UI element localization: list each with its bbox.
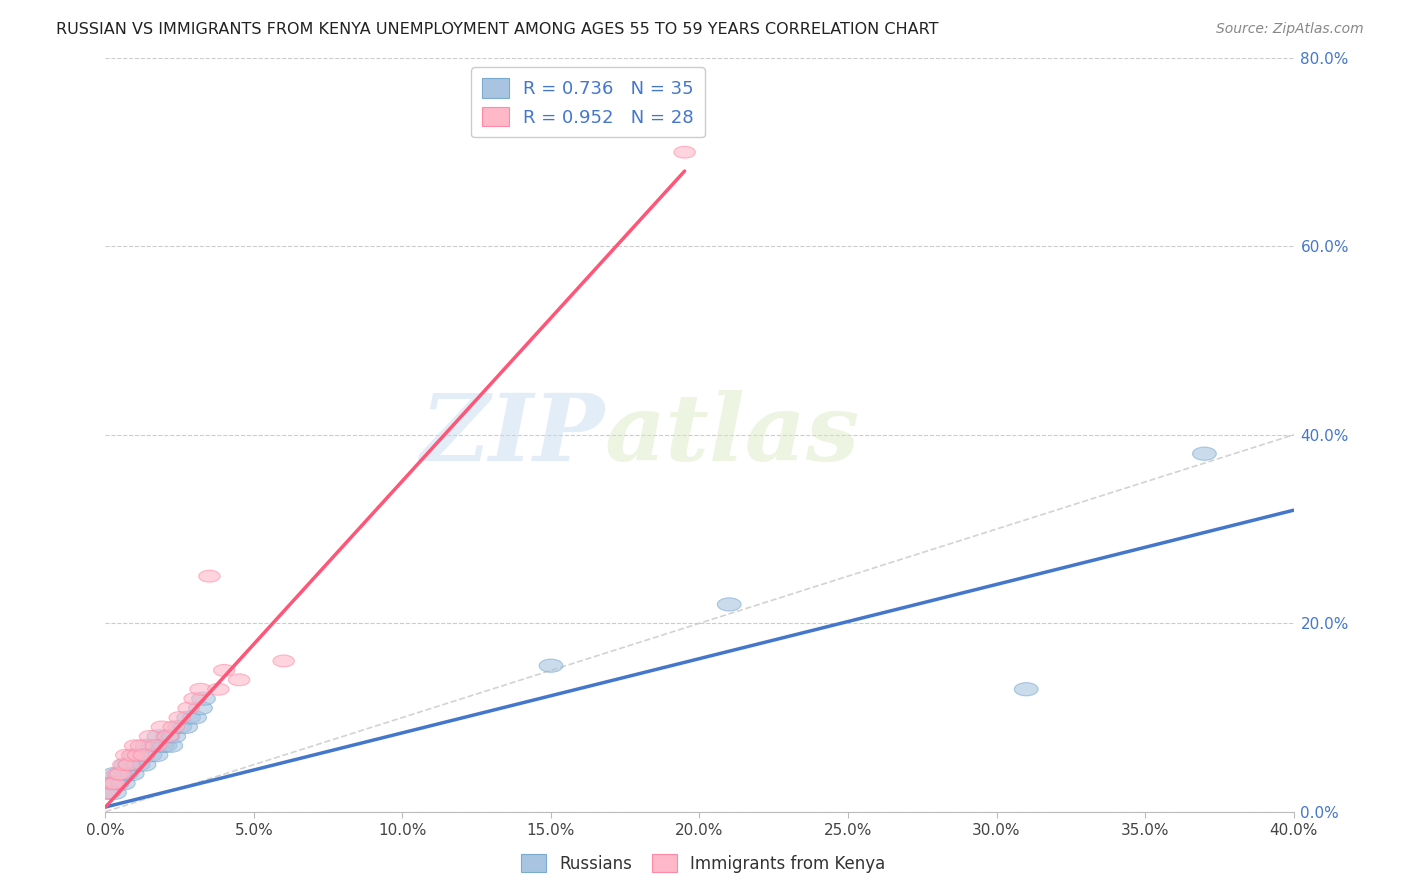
Ellipse shape [131, 739, 152, 752]
Ellipse shape [1014, 682, 1038, 696]
Ellipse shape [153, 739, 177, 752]
Ellipse shape [198, 570, 221, 582]
Text: atlas: atlas [605, 390, 859, 480]
Ellipse shape [174, 721, 197, 733]
Ellipse shape [118, 759, 141, 771]
Ellipse shape [103, 767, 127, 780]
Ellipse shape [121, 767, 143, 780]
Ellipse shape [190, 683, 211, 695]
Ellipse shape [148, 730, 170, 743]
Ellipse shape [108, 767, 132, 780]
Ellipse shape [101, 778, 122, 789]
Ellipse shape [179, 702, 200, 714]
Ellipse shape [97, 786, 121, 799]
Ellipse shape [163, 721, 184, 733]
Ellipse shape [128, 749, 149, 761]
Ellipse shape [129, 748, 153, 762]
Ellipse shape [152, 721, 173, 733]
Ellipse shape [100, 777, 124, 790]
Ellipse shape [208, 683, 229, 695]
Ellipse shape [145, 739, 167, 752]
Ellipse shape [143, 748, 167, 762]
Ellipse shape [103, 786, 127, 799]
Ellipse shape [104, 778, 125, 789]
Ellipse shape [183, 711, 207, 724]
Ellipse shape [162, 730, 186, 743]
Ellipse shape [138, 748, 162, 762]
Ellipse shape [139, 731, 160, 742]
Text: Source: ZipAtlas.com: Source: ZipAtlas.com [1216, 22, 1364, 37]
Ellipse shape [105, 777, 129, 790]
Ellipse shape [1192, 447, 1216, 460]
Ellipse shape [115, 749, 136, 761]
Ellipse shape [717, 598, 741, 611]
Ellipse shape [127, 758, 150, 772]
Legend: Russians, Immigrants from Kenya: Russians, Immigrants from Kenya [515, 847, 891, 880]
Ellipse shape [134, 749, 155, 761]
Ellipse shape [159, 739, 183, 752]
Ellipse shape [141, 739, 165, 752]
Ellipse shape [157, 731, 179, 742]
Ellipse shape [177, 711, 201, 724]
Ellipse shape [132, 758, 156, 772]
Ellipse shape [125, 739, 146, 752]
Ellipse shape [117, 758, 141, 772]
Ellipse shape [191, 692, 215, 706]
Legend: R = 0.736   N = 35, R = 0.952   N = 28: R = 0.736 N = 35, R = 0.952 N = 28 [471, 67, 704, 137]
Ellipse shape [214, 665, 235, 676]
Ellipse shape [150, 739, 174, 752]
Ellipse shape [114, 767, 138, 780]
Ellipse shape [184, 693, 205, 705]
Ellipse shape [167, 721, 191, 733]
Ellipse shape [169, 712, 190, 723]
Ellipse shape [121, 749, 143, 761]
Ellipse shape [98, 787, 120, 799]
Ellipse shape [188, 701, 212, 714]
Ellipse shape [156, 730, 180, 743]
Ellipse shape [228, 673, 250, 686]
Ellipse shape [273, 655, 294, 667]
Text: ZIP: ZIP [420, 390, 605, 480]
Ellipse shape [673, 146, 696, 158]
Ellipse shape [124, 748, 148, 762]
Ellipse shape [111, 777, 135, 790]
Ellipse shape [112, 759, 134, 771]
Ellipse shape [135, 739, 159, 752]
Ellipse shape [538, 659, 562, 673]
Text: RUSSIAN VS IMMIGRANTS FROM KENYA UNEMPLOYMENT AMONG AGES 55 TO 59 YEARS CORRELAT: RUSSIAN VS IMMIGRANTS FROM KENYA UNEMPLO… [56, 22, 939, 37]
Ellipse shape [114, 758, 138, 772]
Ellipse shape [110, 768, 131, 780]
Ellipse shape [107, 768, 128, 780]
